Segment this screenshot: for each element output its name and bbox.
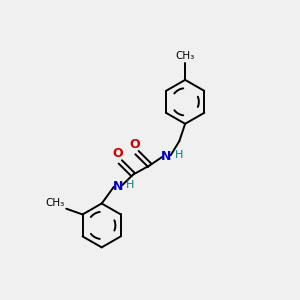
Text: CH₃: CH₃ bbox=[176, 51, 195, 62]
Text: O: O bbox=[112, 147, 123, 160]
Text: H: H bbox=[175, 150, 183, 160]
Text: CH₃: CH₃ bbox=[46, 197, 65, 208]
Text: O: O bbox=[129, 138, 140, 151]
Text: N: N bbox=[161, 150, 172, 163]
Text: N: N bbox=[113, 180, 123, 193]
Text: H: H bbox=[126, 180, 134, 190]
